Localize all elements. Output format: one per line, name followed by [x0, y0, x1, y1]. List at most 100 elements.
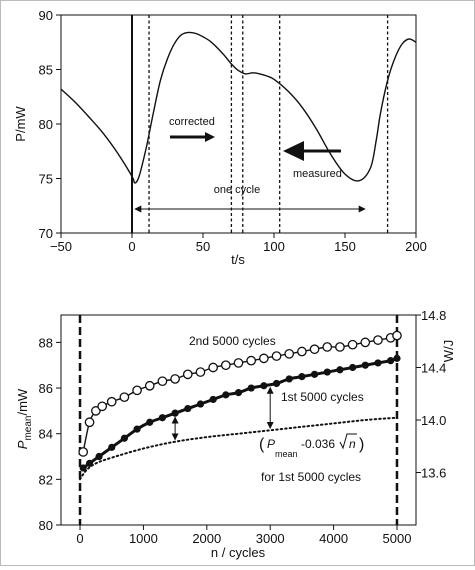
bottom-y2tick-label: 14.4: [421, 361, 446, 376]
corrected-dotted-line: [79, 416, 398, 481]
first-cycles-point: [222, 391, 230, 399]
second-cycles-point: [360, 337, 371, 348]
measured-arrow-head: [283, 141, 304, 161]
first-cycles-point: [393, 354, 401, 362]
second-cycles-label: 2nd 5000 cycles: [189, 334, 276, 348]
first-cycles-point: [171, 409, 179, 417]
measured-label: measured: [293, 168, 342, 180]
second-cycles-point: [297, 346, 307, 357]
first-cycles-point: [374, 359, 382, 367]
bottom-chart: 80 82 84 86 88 13.6 14.0 14.4 14.8 0 1000 2000 300…: [15, 308, 456, 560]
first-cycles-point: [79, 464, 87, 472]
second-cycles-point: [392, 330, 402, 341]
bottom-xtick-label: 2000: [192, 531, 221, 546]
bottom-y2tick-label: 13.6: [421, 466, 446, 481]
second-cycles-point: [97, 401, 108, 412]
second-cycles-point: [259, 353, 269, 364]
formula-n: n: [349, 437, 356, 451]
bottom-xtick-label: 1000: [129, 531, 158, 546]
first-cycles-point: [349, 363, 357, 372]
first-cycles-point: [184, 404, 192, 413]
second-cycles-point: [132, 385, 142, 396]
top-xtick-label: −50: [50, 239, 72, 254]
top-ytick-label: 90: [39, 8, 53, 23]
first-cycles-point: [298, 373, 306, 381]
top-xlabel: t/s: [231, 252, 245, 267]
bottom-ylabel: Pmean/mW: [15, 388, 34, 449]
bottom-xtick-label: 3000: [256, 531, 285, 546]
one-cycle-label: one cycle: [214, 184, 260, 196]
second-cycles-point: [170, 374, 180, 384]
second-cycles-point: [78, 447, 89, 457]
formula-rest: -0.036: [301, 437, 335, 451]
bottom-ytick-label: 80: [39, 518, 53, 533]
first-cycles-point: [336, 366, 344, 374]
first-cycles-point: [120, 434, 128, 442]
second-cycles-point: [373, 335, 383, 345]
second-cycles-point: [271, 351, 282, 361]
corrected-arrow-head: [205, 132, 215, 142]
second-cycles-point: [208, 362, 218, 373]
first-cycles-point: [108, 443, 116, 451]
first-cycles-point: [85, 459, 94, 467]
top-xtick-label: 150: [334, 239, 356, 254]
bottom-y2tick-label: 14.8: [421, 308, 446, 323]
second-cycles-point: [157, 376, 168, 387]
first-cycles-point: [310, 370, 319, 378]
bottom-y2label: W/J: [441, 340, 456, 362]
top-ytick-label: 70: [39, 226, 53, 241]
second-cycles-point: [195, 367, 206, 377]
second-cycles-point: [233, 358, 244, 368]
top-chart: 70 75 80 85 90 −50 0 50 100 150 200 P/mW t/s corr…: [13, 8, 427, 267]
bottom-ylabel-p: P: [15, 440, 30, 449]
bottom-ylabel-sub: mean: [23, 416, 34, 441]
first-cycles-point: [133, 425, 141, 433]
top-xtick-label: 100: [263, 239, 285, 254]
first-cycles-point: [234, 389, 243, 397]
second-cycles-point: [220, 360, 231, 371]
corrected-label: corrected: [169, 116, 215, 128]
bottom-y2tick-label: 14.0: [421, 413, 446, 428]
formula-open-paren: (: [259, 436, 265, 453]
second-cycles-point: [284, 348, 295, 359]
bottom-ytick-label: 88: [39, 335, 53, 350]
second-cycles-point: [84, 417, 95, 428]
bottom-xlabel: n / cycles: [211, 545, 266, 560]
formula: ( P mean -0.036 n ): [259, 433, 364, 459]
top-ytick-label: 75: [39, 172, 53, 187]
formula-sub: mean: [275, 449, 298, 459]
second-cycles-point: [347, 339, 358, 350]
bottom-ylabel-unit: /mW: [15, 388, 30, 415]
bottom-ytick-label: 84: [39, 427, 53, 442]
second-cycles-point: [144, 380, 155, 391]
top-ylabel: P/mW: [13, 106, 28, 142]
bottom-ytick-label: 82: [39, 472, 53, 487]
top-power-curve: [60, 31, 417, 184]
first-cycles-label: 1st 5000 cycles: [281, 390, 364, 404]
top-xtick-label: 0: [128, 239, 135, 254]
top-plot-frame: [60, 14, 417, 234]
first-cycles-point: [247, 384, 255, 392]
bottom-xtick-label: 5000: [383, 531, 412, 546]
top-xtick-label: 200: [405, 239, 427, 254]
formula-sqrt-sign: [339, 433, 357, 450]
second-cycles-point: [119, 392, 130, 403]
first-cycles-point: [323, 368, 331, 376]
formula-p: P: [267, 437, 275, 451]
first-cycles-point: [272, 379, 281, 388]
first-cycles-point: [209, 395, 217, 404]
first-cycles-point: [146, 418, 154, 426]
bottom-xtick-label: 0: [76, 531, 83, 546]
second-cycles-fit-line: [82, 334, 398, 453]
for-first-cycles-label: for 1st 5000 cycles: [261, 470, 361, 484]
first-cycles-point: [158, 414, 167, 422]
second-cycles-point: [106, 396, 117, 407]
formula-close-paren: ): [359, 436, 364, 453]
bottom-ytick-label: 86: [39, 381, 53, 396]
second-cycles-point: [309, 344, 320, 355]
first-cycles-point: [95, 452, 103, 461]
bottom-xtick-label: 4000: [319, 531, 348, 546]
first-cycles-point: [361, 361, 369, 369]
